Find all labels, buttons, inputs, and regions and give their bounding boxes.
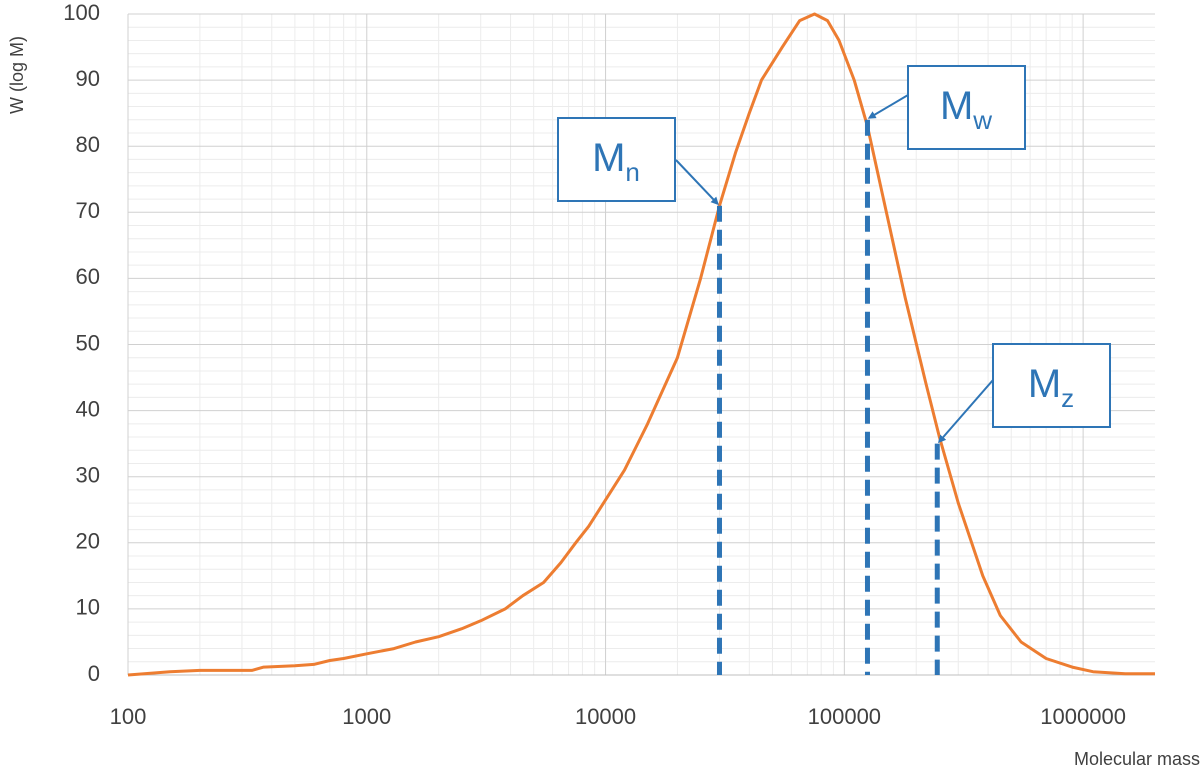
label-box bbox=[557, 117, 676, 202]
y-tick-label: 0 bbox=[88, 661, 100, 686]
label: Mz bbox=[1028, 362, 1074, 413]
x-tick-label: 100000 bbox=[808, 704, 881, 729]
x-tick-label: 1000000 bbox=[1040, 704, 1126, 729]
y-tick-label: 90 bbox=[76, 66, 100, 91]
y-tick-label: 40 bbox=[76, 396, 100, 421]
x-tick-label: 100 bbox=[110, 704, 147, 729]
y-axis-title: W (log M) bbox=[7, 36, 27, 114]
label-box bbox=[992, 343, 1111, 428]
label-sub: n bbox=[625, 157, 639, 187]
label-main: M bbox=[940, 84, 973, 128]
y-tick-label: 80 bbox=[76, 132, 100, 157]
data-line bbox=[127, 12, 1155, 677]
label-main: M bbox=[592, 136, 625, 180]
y-tick-label: 30 bbox=[76, 463, 100, 488]
label: Mw bbox=[940, 84, 992, 135]
arrow bbox=[937, 379, 994, 444]
y-tick-label: 70 bbox=[76, 198, 100, 223]
arrow bbox=[675, 159, 719, 206]
label-sub: z bbox=[1061, 383, 1074, 413]
x-tick-label: 1000 bbox=[342, 704, 391, 729]
y-tick-label: 20 bbox=[76, 529, 100, 554]
x-axis-title: Molecular mass bbox=[1074, 749, 1200, 769]
y-tick-label: 60 bbox=[76, 264, 100, 289]
label-sub: w bbox=[972, 105, 992, 135]
label-main: M bbox=[1028, 362, 1061, 406]
label-box bbox=[907, 65, 1026, 150]
y-tick-label: 10 bbox=[76, 595, 100, 620]
x-tick-label: 10000 bbox=[575, 704, 636, 729]
label: Mn bbox=[592, 136, 640, 187]
y-tick-label: 100 bbox=[63, 0, 100, 25]
y-tick-label: 50 bbox=[76, 330, 100, 355]
arrow bbox=[867, 94, 909, 119]
